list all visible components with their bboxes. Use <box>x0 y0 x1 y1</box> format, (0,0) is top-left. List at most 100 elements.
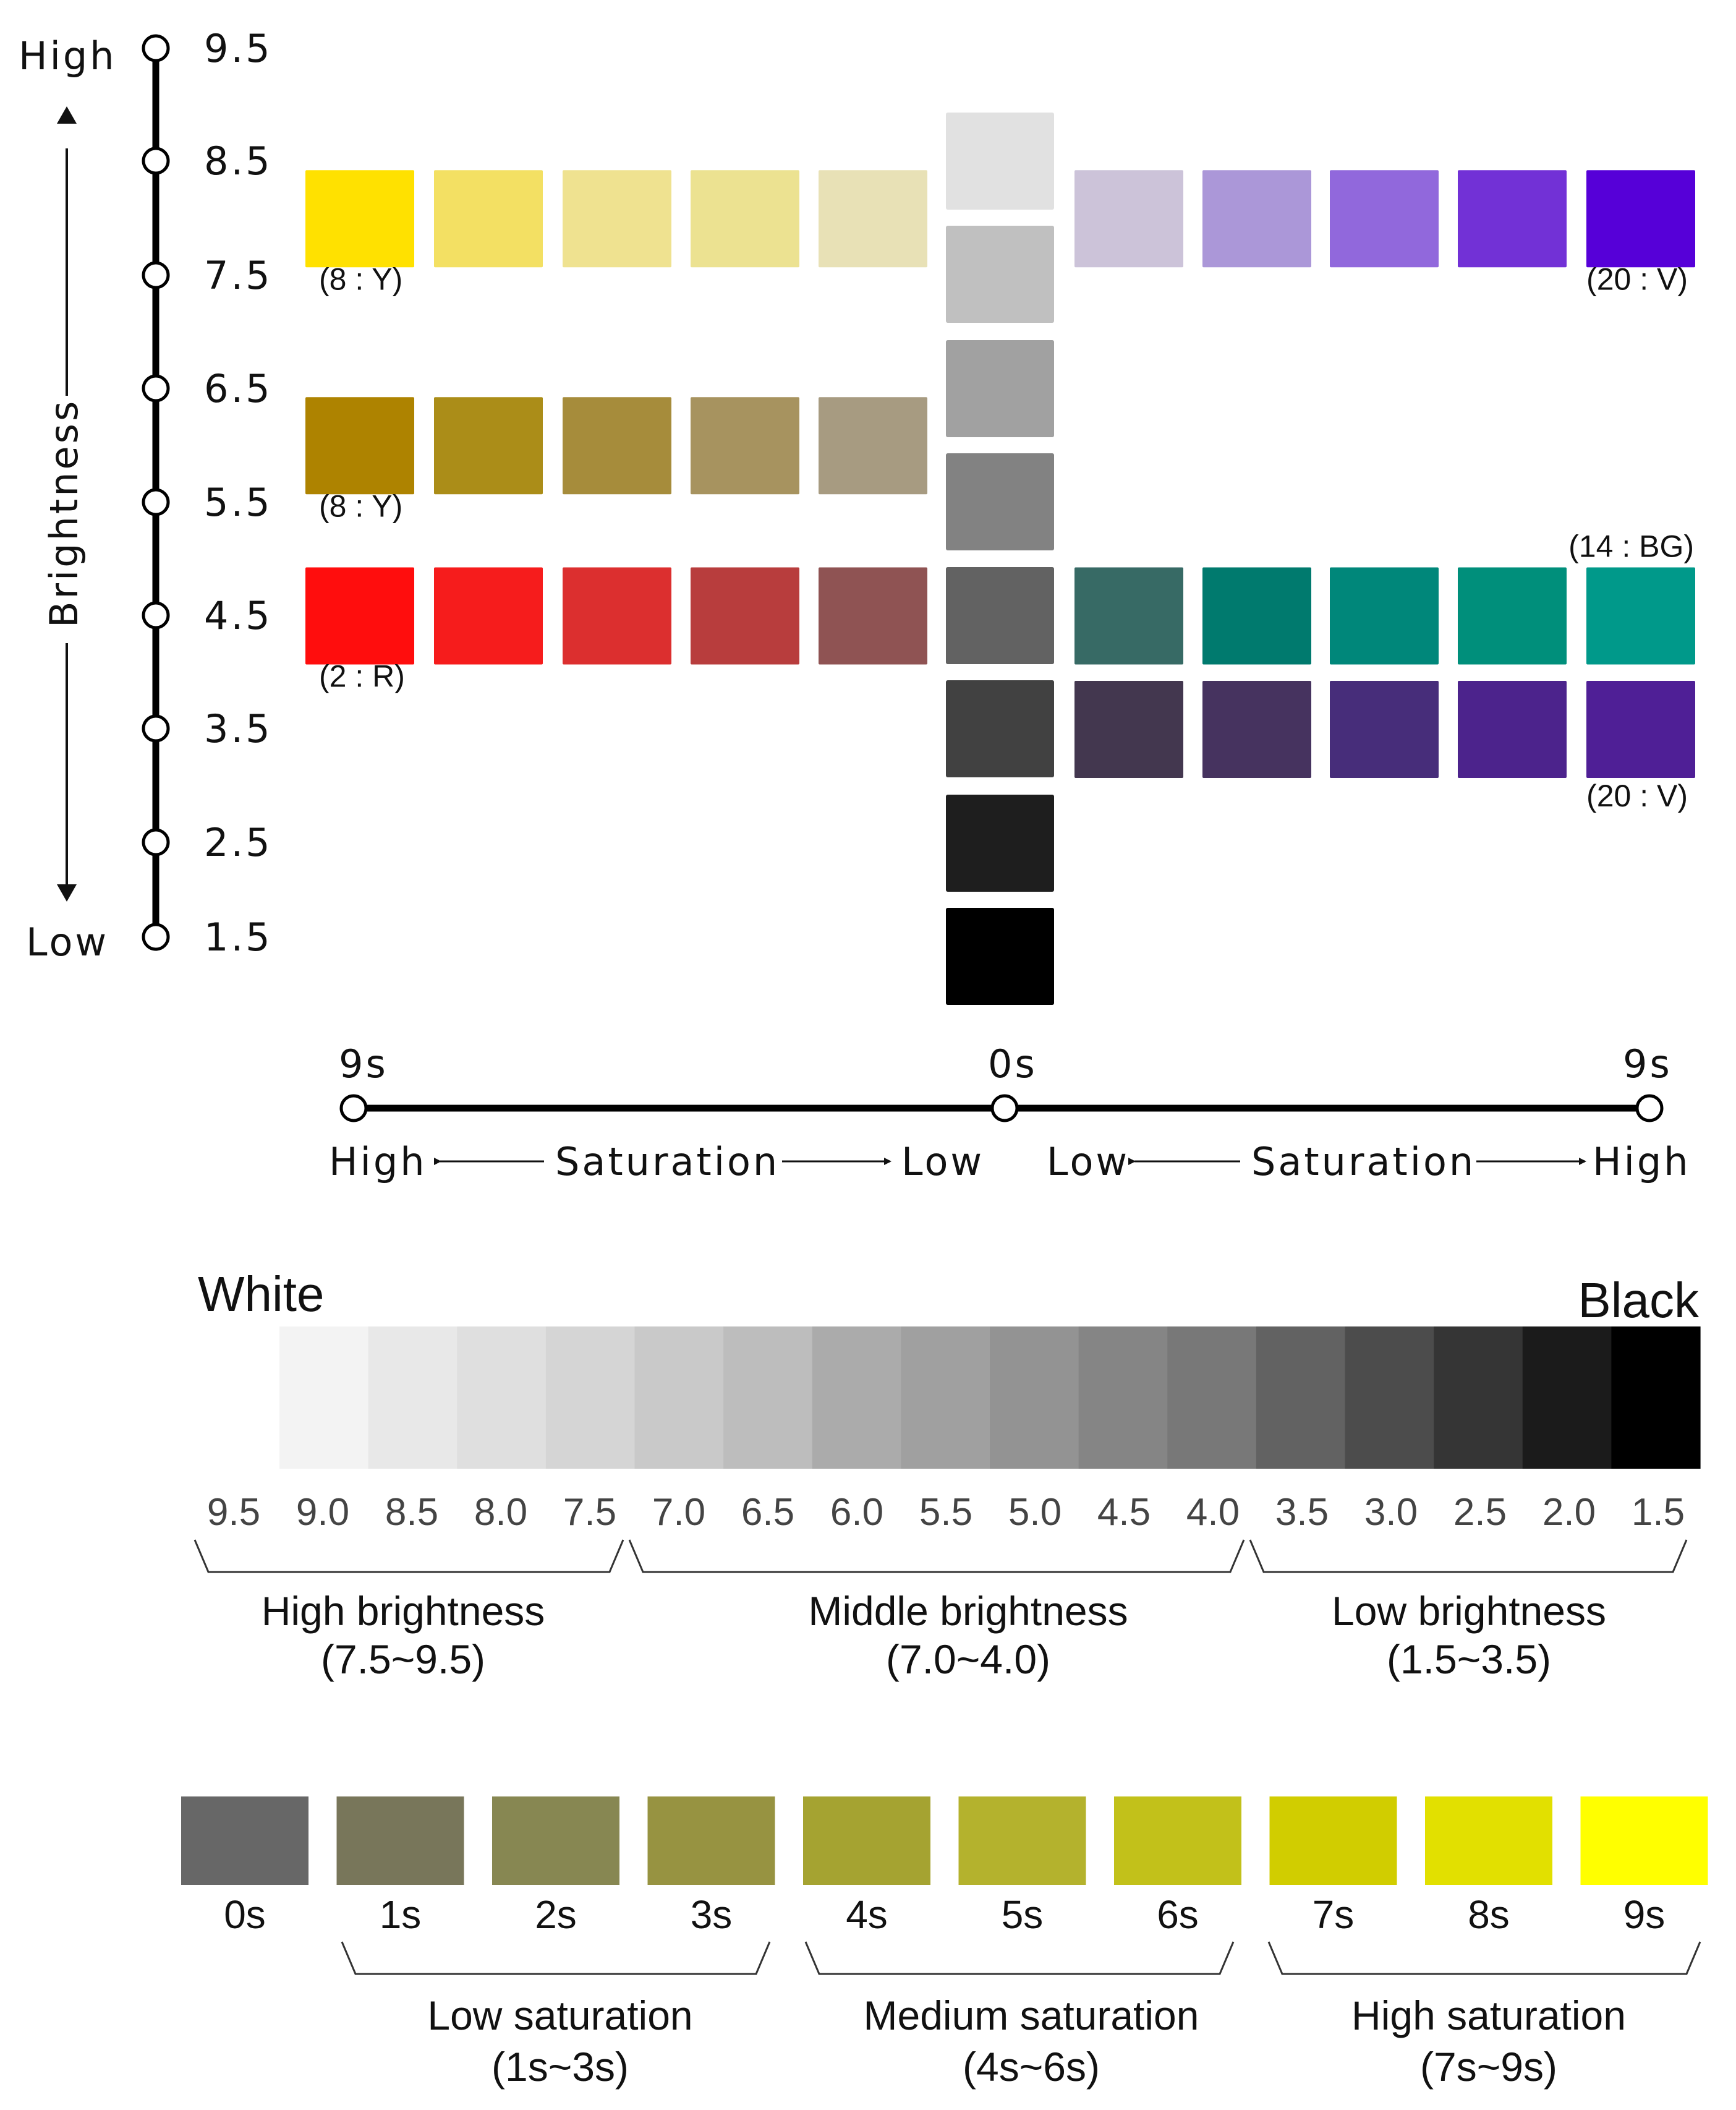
brightness-tick-label: 1.5 <box>204 915 273 960</box>
grayscale-swatch <box>279 1326 369 1469</box>
tone-swatch <box>1586 170 1695 268</box>
tone-row-code: (20 : V) <box>1586 262 1688 296</box>
tone-row-code: (2 : R) <box>319 659 405 694</box>
white-label: White <box>198 1266 325 1322</box>
saturation-swatch <box>1114 1796 1241 1885</box>
grayscale-swatch <box>1434 1326 1523 1469</box>
brightness-tick-node <box>142 374 170 403</box>
grayscale-value: 5.0 <box>1008 1491 1062 1534</box>
saturation-axis-right-node <box>1635 1094 1664 1122</box>
brightness-tick-label: 9.5 <box>204 26 273 71</box>
grayscale-value: 2.5 <box>1453 1491 1507 1534</box>
grayscale-value: 5.5 <box>919 1491 972 1534</box>
brightness-arrow-down-head <box>57 884 77 902</box>
saturation-swatch <box>336 1796 464 1885</box>
tone-swatch <box>819 567 927 665</box>
grayscale-swatch <box>368 1326 457 1469</box>
saturation-labels: 0s 1s 2s 3s 4s 5s 6s 7s 8s 9s <box>224 1892 1665 1937</box>
grayscale-swatch <box>723 1326 813 1469</box>
grayscale-value: 7.0 <box>652 1491 705 1534</box>
grayscale-swatch <box>457 1326 547 1469</box>
tone-row-code: (20 : V) <box>1586 779 1688 813</box>
saturation-swatch <box>492 1796 619 1885</box>
grayscale-swatch <box>1078 1326 1168 1469</box>
brightness-tick-node <box>142 601 170 630</box>
saturation-swatch <box>1580 1796 1708 1885</box>
tone-row-code: (14 : BG) <box>1568 529 1694 564</box>
saturation-swatch-label: 7s <box>1313 1892 1355 1937</box>
brightness-tick-label: 2.5 <box>204 820 273 865</box>
saturation-group-title: High saturation <box>1351 1993 1626 2038</box>
tone-swatch <box>1330 567 1439 665</box>
grayscale-value: 4.5 <box>1097 1491 1151 1534</box>
saturation-swatch <box>958 1796 1086 1885</box>
brightness-tick-label: 4.5 <box>204 593 273 638</box>
saturation-swatch-label: 1s <box>380 1892 422 1937</box>
gray-column-swatch <box>946 340 1054 437</box>
saturation-group-title: Low saturation <box>427 1993 692 2038</box>
grayscale-value: 3.5 <box>1275 1491 1329 1534</box>
brightness-tick-node <box>142 828 170 856</box>
brightness-tick-node <box>142 714 170 743</box>
gray-column-swatch <box>946 680 1054 777</box>
saturation-swatch <box>803 1796 930 1885</box>
brightness-tick-node <box>142 34 170 62</box>
brightness-scale: White Black 9.5 9.0 8.5 8.0 7.5 7.0 6.5 6.0 5.5 5… <box>194 1266 1701 1682</box>
grayscale-swatch <box>545 1326 636 1469</box>
grayscale-swatch <box>1256 1326 1346 1469</box>
brightness-axis-title: Brightness <box>41 399 87 628</box>
saturation-right-low: Low <box>1047 1139 1130 1184</box>
tone-rows: (8 : Y) (20 : V) (8 : Y) (2 : R) (14 : BG) (2… <box>305 170 1695 813</box>
brightness-low-label: Low <box>26 920 109 965</box>
gray-column <box>946 113 1054 1005</box>
saturation-right-value: 9s <box>1623 1041 1672 1087</box>
group-bracket <box>1249 1539 1688 1573</box>
tone-swatch <box>1202 567 1311 665</box>
group-bracket <box>1267 1941 1701 1975</box>
saturation-swatch-label: 2s <box>535 1892 577 1937</box>
tone-swatch <box>691 170 799 268</box>
grayscale-value: 6.5 <box>741 1491 794 1534</box>
saturation-swatch <box>1425 1796 1552 1885</box>
saturation-swatch-label: 9s <box>1623 1892 1666 1937</box>
saturation-swatch <box>647 1796 775 1885</box>
gray-column-swatch <box>946 226 1054 323</box>
brightness-group-range: (1.5~3.5) <box>1387 1636 1551 1682</box>
tone-swatch <box>1586 567 1695 665</box>
saturation-left-low: Low <box>901 1139 984 1184</box>
saturation-swatch-label: 5s <box>1002 1892 1044 1937</box>
grayscale-value: 2.0 <box>1542 1491 1596 1534</box>
gray-column-swatch <box>946 113 1054 210</box>
brightness-ticks: 9.5 8.5 7.5 6.5 5.5 4.5 3.5 2.5 1.5 <box>142 26 273 960</box>
grayscale-value: 7.5 <box>563 1491 616 1534</box>
tone-swatch <box>1458 170 1567 268</box>
saturation-left-high: High <box>329 1139 427 1184</box>
grayscale-swatch <box>634 1326 724 1469</box>
saturation-group-title: Medium saturation <box>864 1993 1199 2038</box>
tone-swatch <box>819 397 927 495</box>
saturation-axis-left-node <box>339 1094 368 1122</box>
brightness-axis: High Low Brightness 9.5 8.5 7.5 6.5 5.5 4.5 3.… <box>19 26 273 965</box>
saturation-brackets <box>341 1941 1701 1975</box>
gray-column-swatch <box>946 567 1054 664</box>
brightness-group-title: Middle brightness <box>808 1588 1128 1634</box>
brightness-tick-label: 7.5 <box>204 253 273 298</box>
saturation-swatch <box>181 1796 308 1885</box>
saturation-swatch-label: 8s <box>1468 1892 1510 1937</box>
saturation-group-range: (1s~3s) <box>491 2044 629 2090</box>
tone-swatch <box>1330 681 1439 778</box>
tone-row-code: (8 : Y) <box>319 489 402 523</box>
tone-swatch <box>819 170 927 268</box>
grayscale-value: 8.0 <box>474 1491 527 1534</box>
grayscale-brackets <box>194 1539 1688 1573</box>
grayscale-value: 3.0 <box>1364 1491 1418 1534</box>
saturation-swatch <box>1269 1796 1397 1885</box>
tone-swatch <box>305 170 414 268</box>
tone-swatch <box>1074 681 1183 778</box>
grayscale-swatch <box>1611 1326 1701 1469</box>
grayscale-swatch <box>1167 1326 1257 1469</box>
saturation-swatch-label: 3s <box>691 1892 733 1937</box>
grayscale-bar <box>279 1326 1701 1469</box>
group-bracket <box>628 1539 1245 1573</box>
